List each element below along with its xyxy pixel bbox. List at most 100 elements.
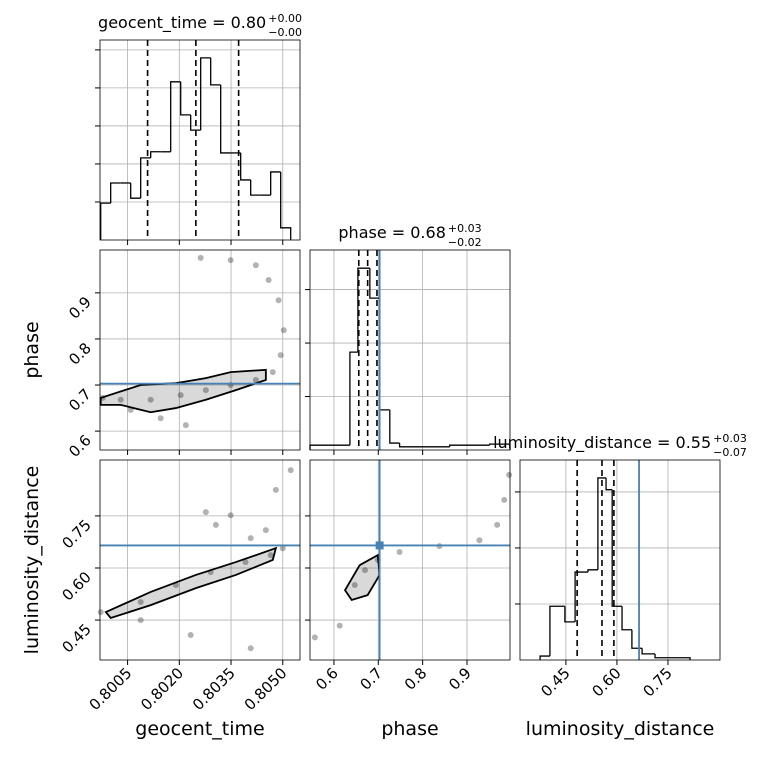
title-lower: −0.07	[713, 446, 747, 459]
panel-title: phase = 0.68	[338, 223, 445, 242]
y-tick-label: 0.9	[65, 293, 95, 323]
hist-bin	[641, 648, 656, 655]
hist-bin	[150, 151, 161, 158]
sample-point	[269, 369, 276, 376]
sample-point	[361, 567, 368, 574]
title-upper: +0.00	[268, 12, 302, 25]
sample-point	[137, 599, 144, 606]
hist-bin	[449, 444, 490, 447]
sample-point	[336, 622, 343, 629]
sample-point	[272, 486, 279, 493]
y-tick-label: 0.60	[58, 568, 94, 604]
y-tick-label: 0.8	[65, 339, 95, 369]
x-tick-label: 0.8020	[137, 664, 187, 714]
y-tick-label: 0.7	[65, 385, 95, 415]
sample-point	[97, 609, 104, 616]
hist-bin	[140, 157, 151, 199]
x-tick-label: 0.8005	[86, 664, 136, 714]
hist-bin	[180, 81, 191, 116]
panel-title: geocent_time = 0.80	[98, 13, 266, 33]
sample-point	[157, 415, 164, 422]
sample-point	[247, 645, 254, 652]
hist-bin	[549, 605, 565, 657]
contour	[99, 368, 267, 414]
y-axis-label: luminosity_distance	[21, 466, 43, 655]
sample-point	[252, 376, 259, 383]
sample-point	[182, 422, 189, 429]
contour	[343, 553, 381, 601]
axes-frame	[99, 249, 301, 451]
x-tick-label: 0.6	[312, 664, 342, 694]
hist-bin	[200, 57, 211, 131]
sample-point	[494, 521, 501, 528]
sample-point	[247, 535, 254, 542]
sample-point	[252, 262, 259, 269]
hist-bin	[597, 477, 607, 570]
hist-bin	[349, 351, 358, 446]
x-tick-label: 0.8050	[241, 664, 291, 714]
axes-frame	[99, 39, 301, 241]
sample-point	[137, 617, 144, 624]
x-tick-label: 0.8	[401, 664, 431, 694]
title-lower: −0.02	[448, 236, 482, 249]
hist-bin	[539, 655, 550, 660]
x-axis-label: geocent_time	[135, 718, 264, 740]
y-axis-label: phase	[21, 321, 43, 378]
title-upper: +0.03	[713, 432, 747, 445]
sample-point	[506, 471, 513, 478]
hist-bin	[309, 444, 350, 450]
x-tick-label: 0.8035	[189, 664, 239, 714]
sample-point	[280, 327, 287, 334]
sample-point	[147, 396, 154, 403]
y-tick-label: 0.6	[65, 431, 95, 461]
sample-point	[227, 512, 234, 519]
hist-bin	[130, 182, 141, 199]
axes-frame	[309, 249, 511, 451]
sample-point	[177, 392, 184, 399]
sample-point	[287, 467, 294, 474]
x-tick-label: 0.75	[639, 664, 675, 700]
hist-bin	[378, 298, 390, 411]
sample-point	[351, 582, 358, 588]
hist-bin	[110, 182, 121, 204]
hist-bin	[564, 606, 576, 623]
x-tick-label: 0.60	[588, 664, 624, 700]
sample-point	[311, 634, 318, 641]
hist-bin	[611, 489, 623, 607]
contour	[104, 546, 278, 620]
hist-bin	[210, 57, 221, 86]
sample-point	[227, 257, 234, 264]
sample-point	[396, 549, 403, 556]
axes-frame	[519, 459, 721, 661]
hist-bin	[605, 477, 613, 491]
hist-bin	[170, 81, 181, 152]
hist-bin	[631, 629, 643, 649]
sample-point	[265, 276, 272, 283]
sample-point	[476, 537, 483, 544]
hist-bin	[240, 152, 251, 181]
hist-bin	[398, 443, 450, 448]
x-tick-label: 0.45	[537, 664, 573, 700]
title-upper: +0.03	[448, 222, 482, 235]
sample-point	[267, 552, 274, 559]
hist-bin	[389, 409, 400, 444]
sample-point	[501, 496, 508, 503]
hist-bin	[100, 202, 111, 240]
sample-point	[117, 396, 124, 403]
sample-point	[212, 521, 219, 528]
sample-point	[277, 352, 284, 359]
sample-point	[279, 545, 286, 552]
sample-point	[242, 559, 249, 566]
sample-point	[187, 632, 194, 638]
hist-bin	[621, 606, 632, 631]
hist-bin	[587, 569, 598, 573]
hist-bin	[654, 653, 691, 660]
hist-bin	[574, 571, 589, 622]
sample-point	[262, 527, 269, 534]
title-lower: −0.00	[268, 26, 302, 39]
axes-frame	[309, 459, 511, 661]
axes-frame	[99, 459, 301, 661]
sample-point	[202, 509, 209, 516]
y-tick-label: 0.45	[58, 620, 94, 656]
hist-bin	[270, 171, 281, 196]
